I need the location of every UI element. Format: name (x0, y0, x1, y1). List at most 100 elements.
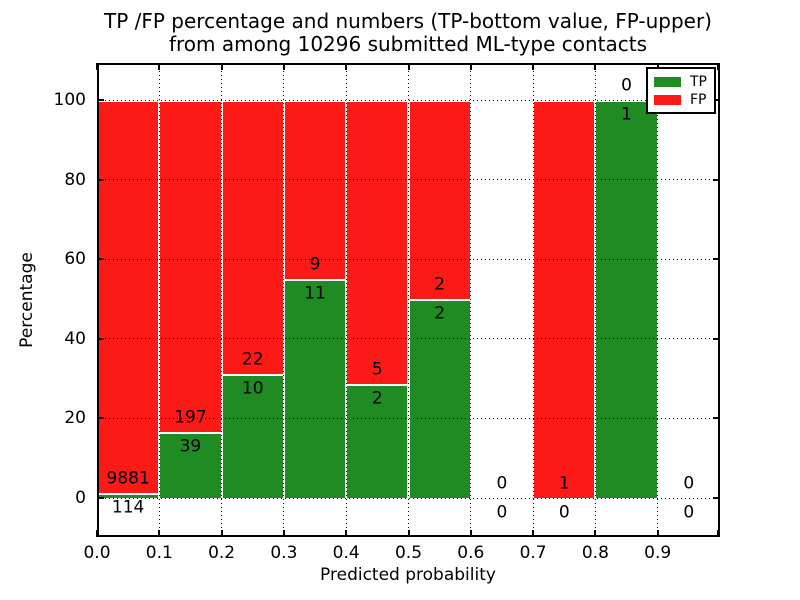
fp-count-label: 22 (241, 349, 264, 370)
fp-count-label: 0 (621, 75, 632, 96)
y-tick-mark-right (713, 417, 720, 420)
tp-count-label: 10 (241, 378, 264, 399)
x-tick-mark-top (282, 63, 285, 70)
y-tick-label-60: 60 (64, 249, 86, 270)
y-tick-label-0: 0 (75, 488, 86, 508)
x-tick-mark-top (96, 63, 98, 70)
x-tick-mark-bottom (469, 530, 472, 537)
bar-tp-segment (346, 384, 409, 498)
x-tick-label-0.4: 0.4 (332, 543, 360, 563)
x-tick-mark-top (656, 63, 659, 70)
y-tick-mark-right (713, 258, 720, 261)
left-spine (97, 63, 99, 537)
gridline-vertical-0.1 (158, 63, 160, 537)
bar-tp-segment (408, 299, 471, 498)
x-tick-label-0.6: 0.6 (457, 543, 485, 563)
x-tick-mark-bottom (656, 530, 659, 537)
bar-fp-segment (283, 100, 347, 280)
x-tick-mark-bottom (282, 530, 285, 537)
bar-fp-segment (159, 100, 222, 433)
x-tick-mark-top (158, 63, 161, 70)
legend-entry-fp: FP (654, 93, 708, 107)
fp-count-label: 9881 (106, 468, 150, 489)
x-tick-label-0.3: 0.3 (270, 543, 298, 563)
fp-count-label: 9 (309, 254, 321, 275)
bar-fp-segment (408, 100, 471, 299)
bar-tp-segment (283, 279, 347, 498)
gridline-vertical-0.5 (408, 63, 409, 537)
legend: TP FP (646, 67, 716, 114)
y-tick-mark-left (97, 99, 104, 101)
tp-count-label: 0 (496, 502, 508, 523)
y-tick-mark-right (713, 337, 720, 340)
tp-count-label: 0 (683, 502, 695, 523)
tp-count-label: 11 (304, 283, 326, 304)
x-tick-mark-top (345, 63, 348, 70)
plot-area: TP FP 9881 114 197 39 22 10 9 11 5 2 2 2 0 0 1 0 0 1 0 0 (96, 63, 720, 537)
x-tick-mark-bottom (594, 530, 597, 537)
y-tick-label-100: 100 (53, 90, 86, 110)
tp-count-label: 2 (371, 388, 383, 409)
y-tick-label-20: 20 (64, 408, 86, 429)
gridline-vertical-0.8 (594, 63, 596, 537)
y-tick-label-40: 40 (64, 328, 86, 349)
gridline-vertical-0.9 (657, 63, 659, 537)
y-tick-mark-right (713, 178, 720, 181)
x-tick-mark-top (594, 63, 597, 70)
y-tick-mark-left (97, 258, 104, 261)
y-tick-mark-right (713, 497, 720, 499)
bar-fp-segment (533, 100, 596, 498)
gridline-vertical-0.7 (532, 63, 534, 537)
fp-count-label: 2 (434, 274, 446, 295)
gridline-vertical-0.2 (221, 63, 223, 537)
x-tick-label-0.0: 0.0 (83, 543, 111, 563)
x-tick-label-0.5: 0.5 (394, 543, 423, 563)
fp-count-label: 197 (174, 407, 207, 428)
y-tick-mark-left (97, 337, 104, 340)
x-tick-label-0.7: 0.7 (519, 543, 547, 563)
bar-tp-segment (595, 100, 658, 498)
x-tick-mark-bottom (345, 530, 348, 537)
y-tick-mark-left (97, 178, 104, 181)
bar-fp-segment (221, 100, 284, 374)
legend-label-fp: FP (690, 91, 707, 108)
fp-count-label: 0 (496, 473, 508, 494)
y-tick-label-80: 80 (64, 169, 86, 190)
x-tick-mark-bottom (407, 530, 410, 537)
y-tick-mark-right (713, 99, 720, 101)
gridline-vertical-0.6 (470, 63, 472, 537)
x-tick-label-0.2: 0.2 (208, 543, 236, 563)
x-tick-mark-bottom (96, 530, 98, 537)
x-tick-label-0.1: 0.1 (145, 543, 173, 563)
x-tick-label-0.9: 0.9 (644, 543, 672, 563)
fp-count-label: 5 (371, 359, 383, 380)
legend-label-tp: TP (690, 73, 707, 90)
x-tick-mark-top (469, 63, 472, 70)
chart-title: TP /FP percentage and numbers (TP-bottom… (104, 10, 712, 56)
x-tick-mark-bottom (220, 530, 223, 537)
tp-count-label: 39 (179, 436, 202, 457)
tp-count-label: 2 (434, 303, 446, 324)
bar-tp-segment (159, 432, 222, 498)
x-tick-mark-top (220, 63, 223, 70)
tp-count-label: 0 (558, 502, 570, 523)
bar-fp-segment (97, 100, 160, 494)
x-tick-mark-top (717, 63, 719, 70)
y-tick-mark-left (97, 497, 104, 499)
y-tick-mark-left (97, 417, 104, 420)
fp-count-label: 0 (683, 473, 695, 494)
fp-count-label: 1 (558, 473, 570, 494)
x-tick-mark-bottom (158, 530, 161, 537)
x-tick-mark-bottom (717, 530, 719, 537)
x-tick-mark-top (532, 63, 535, 70)
x-tick-mark-bottom (532, 530, 535, 537)
legend-swatch-tp-icon (654, 76, 681, 87)
chart-title-line1: TP /FP percentage and numbers (TP-bottom… (104, 9, 712, 33)
x-tick-mark-top (407, 63, 410, 70)
x-tick-label-0.8: 0.8 (581, 543, 609, 563)
tp-count-label: 1 (621, 104, 632, 125)
legend-entry-tp: TP (654, 75, 708, 89)
right-spine (718, 63, 720, 537)
bar-fp-segment (346, 100, 409, 385)
